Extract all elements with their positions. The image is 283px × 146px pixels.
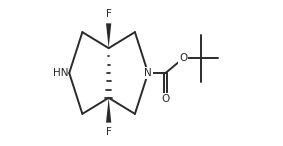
Text: O: O bbox=[179, 53, 187, 63]
Text: N: N bbox=[144, 68, 152, 78]
Text: F: F bbox=[106, 127, 112, 137]
Polygon shape bbox=[106, 98, 111, 123]
Text: HN: HN bbox=[53, 68, 68, 78]
Text: O: O bbox=[162, 94, 170, 104]
Text: F: F bbox=[106, 9, 112, 19]
Polygon shape bbox=[106, 23, 111, 48]
